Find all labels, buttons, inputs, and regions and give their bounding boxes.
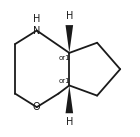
Text: H: H (66, 117, 73, 127)
Polygon shape (66, 25, 73, 53)
Text: H: H (66, 11, 73, 21)
Text: N: N (33, 25, 40, 35)
Text: or1: or1 (59, 78, 70, 84)
Polygon shape (66, 85, 73, 113)
Text: O: O (33, 102, 41, 112)
Text: H: H (33, 14, 40, 24)
Text: or1: or1 (59, 55, 70, 61)
